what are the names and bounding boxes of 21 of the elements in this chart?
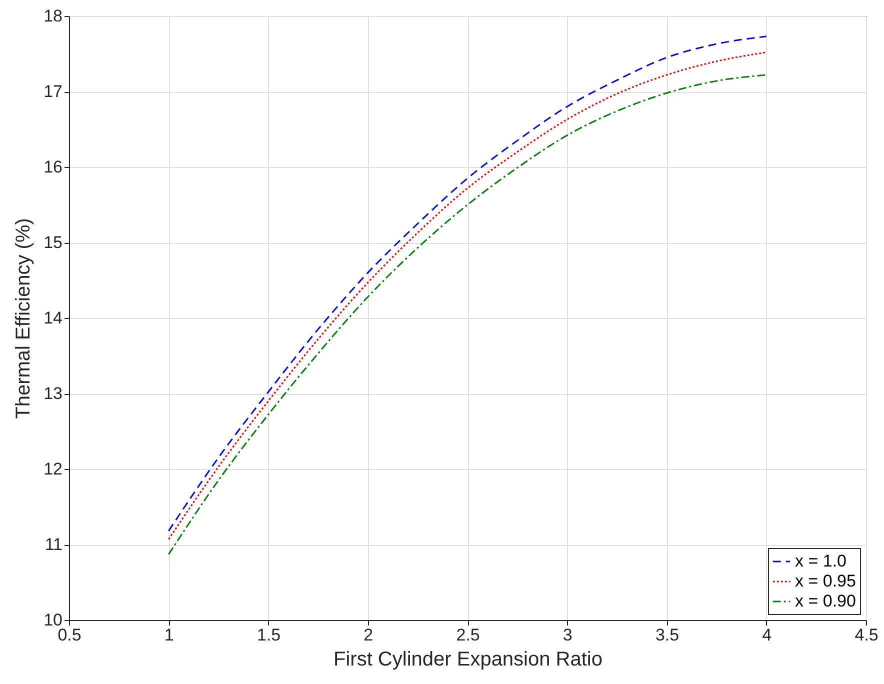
x-tick-label: 1.5 xyxy=(256,626,281,644)
x-tick-label: 4.5 xyxy=(854,626,878,644)
x-axis-title: First Cylinder Expansion Ratio xyxy=(334,648,602,670)
x-tick-label: 2.5 xyxy=(456,626,480,644)
y-axis-title: Thermal Efficiency (%) xyxy=(12,218,35,419)
legend-label: x = 1.0 xyxy=(795,552,847,570)
x-tick-label: 4 xyxy=(762,626,772,644)
x-tick-label: 1 xyxy=(164,626,174,644)
y-tick-label: 11 xyxy=(44,535,62,554)
legend-label: x = 0.90 xyxy=(795,592,856,610)
x-tick-label: 2 xyxy=(364,626,374,644)
legend-label: x = 0.95 xyxy=(795,572,856,590)
y-tick-label: 13 xyxy=(44,384,62,403)
y-tick-label: 17 xyxy=(44,82,62,101)
y-tick-label: 12 xyxy=(44,460,62,478)
y-tick-label: 15 xyxy=(44,233,62,252)
y-tick-label: 18 xyxy=(44,6,62,26)
y-tick-label: 16 xyxy=(44,158,62,176)
y-tick-label: 14 xyxy=(44,308,62,328)
x-tick-label: 3 xyxy=(562,626,572,644)
x-tick-label: 3.5 xyxy=(655,626,680,644)
